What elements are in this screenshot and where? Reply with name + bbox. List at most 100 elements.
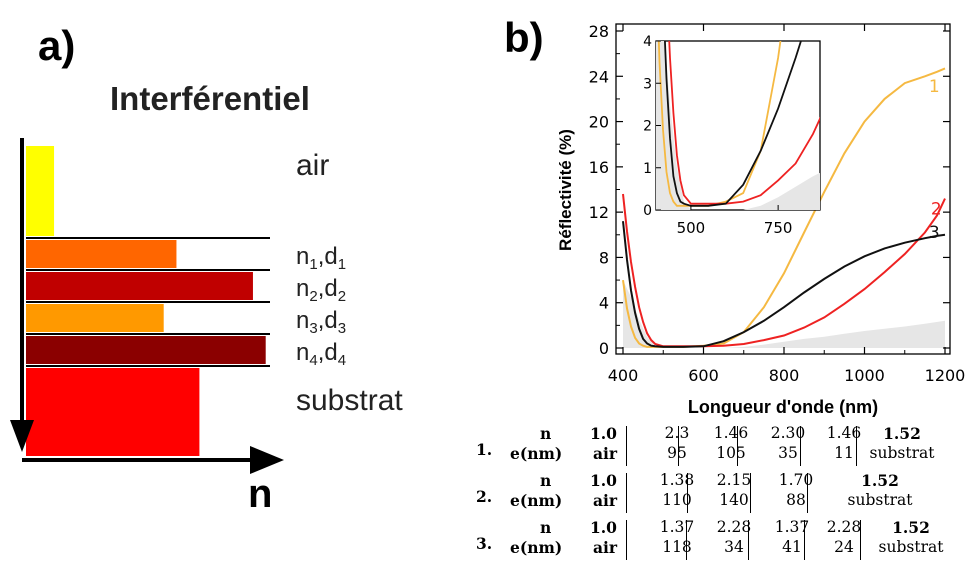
layer-label-air: air: [296, 149, 329, 182]
y-tick-label: 28: [589, 22, 609, 41]
air-thickness: air: [593, 444, 618, 463]
y-tick-label: 20: [589, 113, 609, 132]
table-divider: [800, 426, 801, 466]
substrate-label: substrat: [878, 538, 944, 556]
curve-label-3: 3: [929, 223, 940, 243]
row-label-e: e(nm): [510, 491, 563, 510]
curve-label-1: 1: [929, 77, 940, 97]
layer-index: 2.30: [770, 424, 806, 442]
y-tick-label: 24: [589, 67, 609, 86]
layer-label-d: ,d: [318, 307, 338, 334]
layer-index: 2.28: [826, 518, 862, 536]
inset-y-tick-label: 3: [643, 76, 652, 92]
inset-x-tick-label: 500: [677, 219, 706, 237]
layer-label-layer2: n2,d2: [296, 275, 346, 305]
y-tick-label: 8: [599, 248, 609, 267]
series-line-2: [622, 193, 946, 348]
layer-label-substrate: substrat: [296, 384, 403, 417]
row-label-e: e(nm): [510, 444, 563, 463]
layer-label-n-sub: 3: [309, 320, 317, 337]
inset-y-tick-label: 1: [643, 161, 652, 177]
row-number: 3.: [476, 534, 493, 553]
inset-shaded-area: [656, 41, 820, 210]
layer-thickness: 24: [834, 538, 854, 556]
inset-y-tick-label: 2: [643, 119, 652, 135]
layer-label-d: ,d: [318, 339, 338, 366]
layer-index: 1.37: [774, 518, 810, 536]
layer-index: 2.15: [716, 471, 752, 489]
layer-thickness: 118: [662, 538, 692, 556]
inset-series-line-1: [657, 41, 782, 207]
row-label-e: e(nm): [510, 538, 563, 557]
panel-a-axes: [10, 138, 284, 474]
inset-x-tick-label: 750: [764, 219, 793, 237]
layer-label-d-sub: 1: [338, 256, 346, 273]
series-line-1: [622, 67, 946, 348]
layer-index: 1.46: [713, 424, 749, 442]
curve-label-2: 2: [931, 199, 942, 219]
layer-label-n-sub: 4: [309, 352, 317, 369]
series-line-3: [622, 221, 946, 348]
layer-label-n: n: [296, 307, 309, 334]
inset-y-tick-label: 0: [643, 203, 652, 219]
panel-a-title: Interférentiel: [110, 80, 310, 117]
table-divider: [626, 520, 627, 560]
inset-plot-area: [656, 41, 820, 210]
air-index: 1.0: [590, 471, 617, 490]
x-tick-label: 400: [608, 366, 639, 385]
layer-index: 1.70: [778, 471, 814, 489]
shaded-area: [623, 280, 945, 348]
panel-b-label: b): [504, 14, 544, 61]
air-index: 1.0: [590, 518, 617, 537]
layer-thickness: 35: [778, 444, 798, 462]
table-divider: [626, 473, 627, 513]
inset-y-tick-label: 4: [643, 34, 652, 50]
substrate-label: substrat: [869, 444, 935, 462]
row-label-n: n: [540, 424, 552, 443]
substrate-label: substrat: [847, 491, 913, 509]
x-tick-label: 1200: [925, 366, 966, 385]
table-divider: [686, 520, 687, 560]
y-tick-label: 0: [599, 339, 609, 358]
inset-frame: [655, 40, 821, 211]
row-label-n: n: [540, 518, 552, 537]
down-arrow-icon: [10, 420, 34, 452]
layer-bar-layer1: [26, 240, 177, 268]
y-tick-label: 16: [589, 158, 609, 177]
layer-label-d: ,d: [318, 243, 338, 270]
layer-label-n-sub: 1: [309, 256, 317, 273]
layer-label-layer4: n4,d4: [296, 339, 346, 369]
layer-label-d: ,d: [318, 275, 338, 302]
layer-bar-layer4: [26, 336, 266, 364]
substrate-index: 1.52: [892, 518, 930, 537]
table-divider: [737, 426, 738, 466]
layer-thickness: 140: [719, 491, 749, 509]
substrate-index: 1.52: [861, 471, 899, 490]
layer-index: 1.46: [826, 424, 862, 442]
layer-bar-layer3: [26, 304, 164, 332]
panel-a-axis-n: n: [248, 472, 272, 516]
layer-label-n: n: [296, 339, 309, 366]
layer-thickness: 88: [786, 491, 806, 509]
layer-label-n: n: [296, 243, 309, 270]
layer-thickness: 95: [667, 444, 687, 462]
layer-thickness: 105: [716, 444, 746, 462]
layer-label-n-sub: 2: [309, 288, 317, 305]
panel-a-label: a): [38, 22, 75, 69]
table-divider: [687, 473, 688, 513]
layer-label-n: n: [296, 275, 309, 302]
layer-label-d-sub: 4: [338, 352, 346, 369]
layer-bar-substrate: [26, 368, 200, 456]
row-label-n: n: [540, 471, 552, 490]
table-divider: [807, 473, 808, 513]
stack-parameters-table: 1. n e(nm) 1.0 air 2.3 95 1.46 105 2.30 35 1.46 11 1.…: [470, 424, 965, 567]
table-divider: [626, 426, 627, 466]
inset-series-line-3: [664, 41, 802, 207]
layer-thickness: 11: [834, 444, 854, 462]
table-divider: [860, 520, 861, 560]
layer-index: 2.3: [664, 424, 690, 442]
layer-thickness: 41: [782, 538, 802, 556]
layer-thickness: 34: [724, 538, 744, 556]
table-divider: [748, 520, 749, 560]
